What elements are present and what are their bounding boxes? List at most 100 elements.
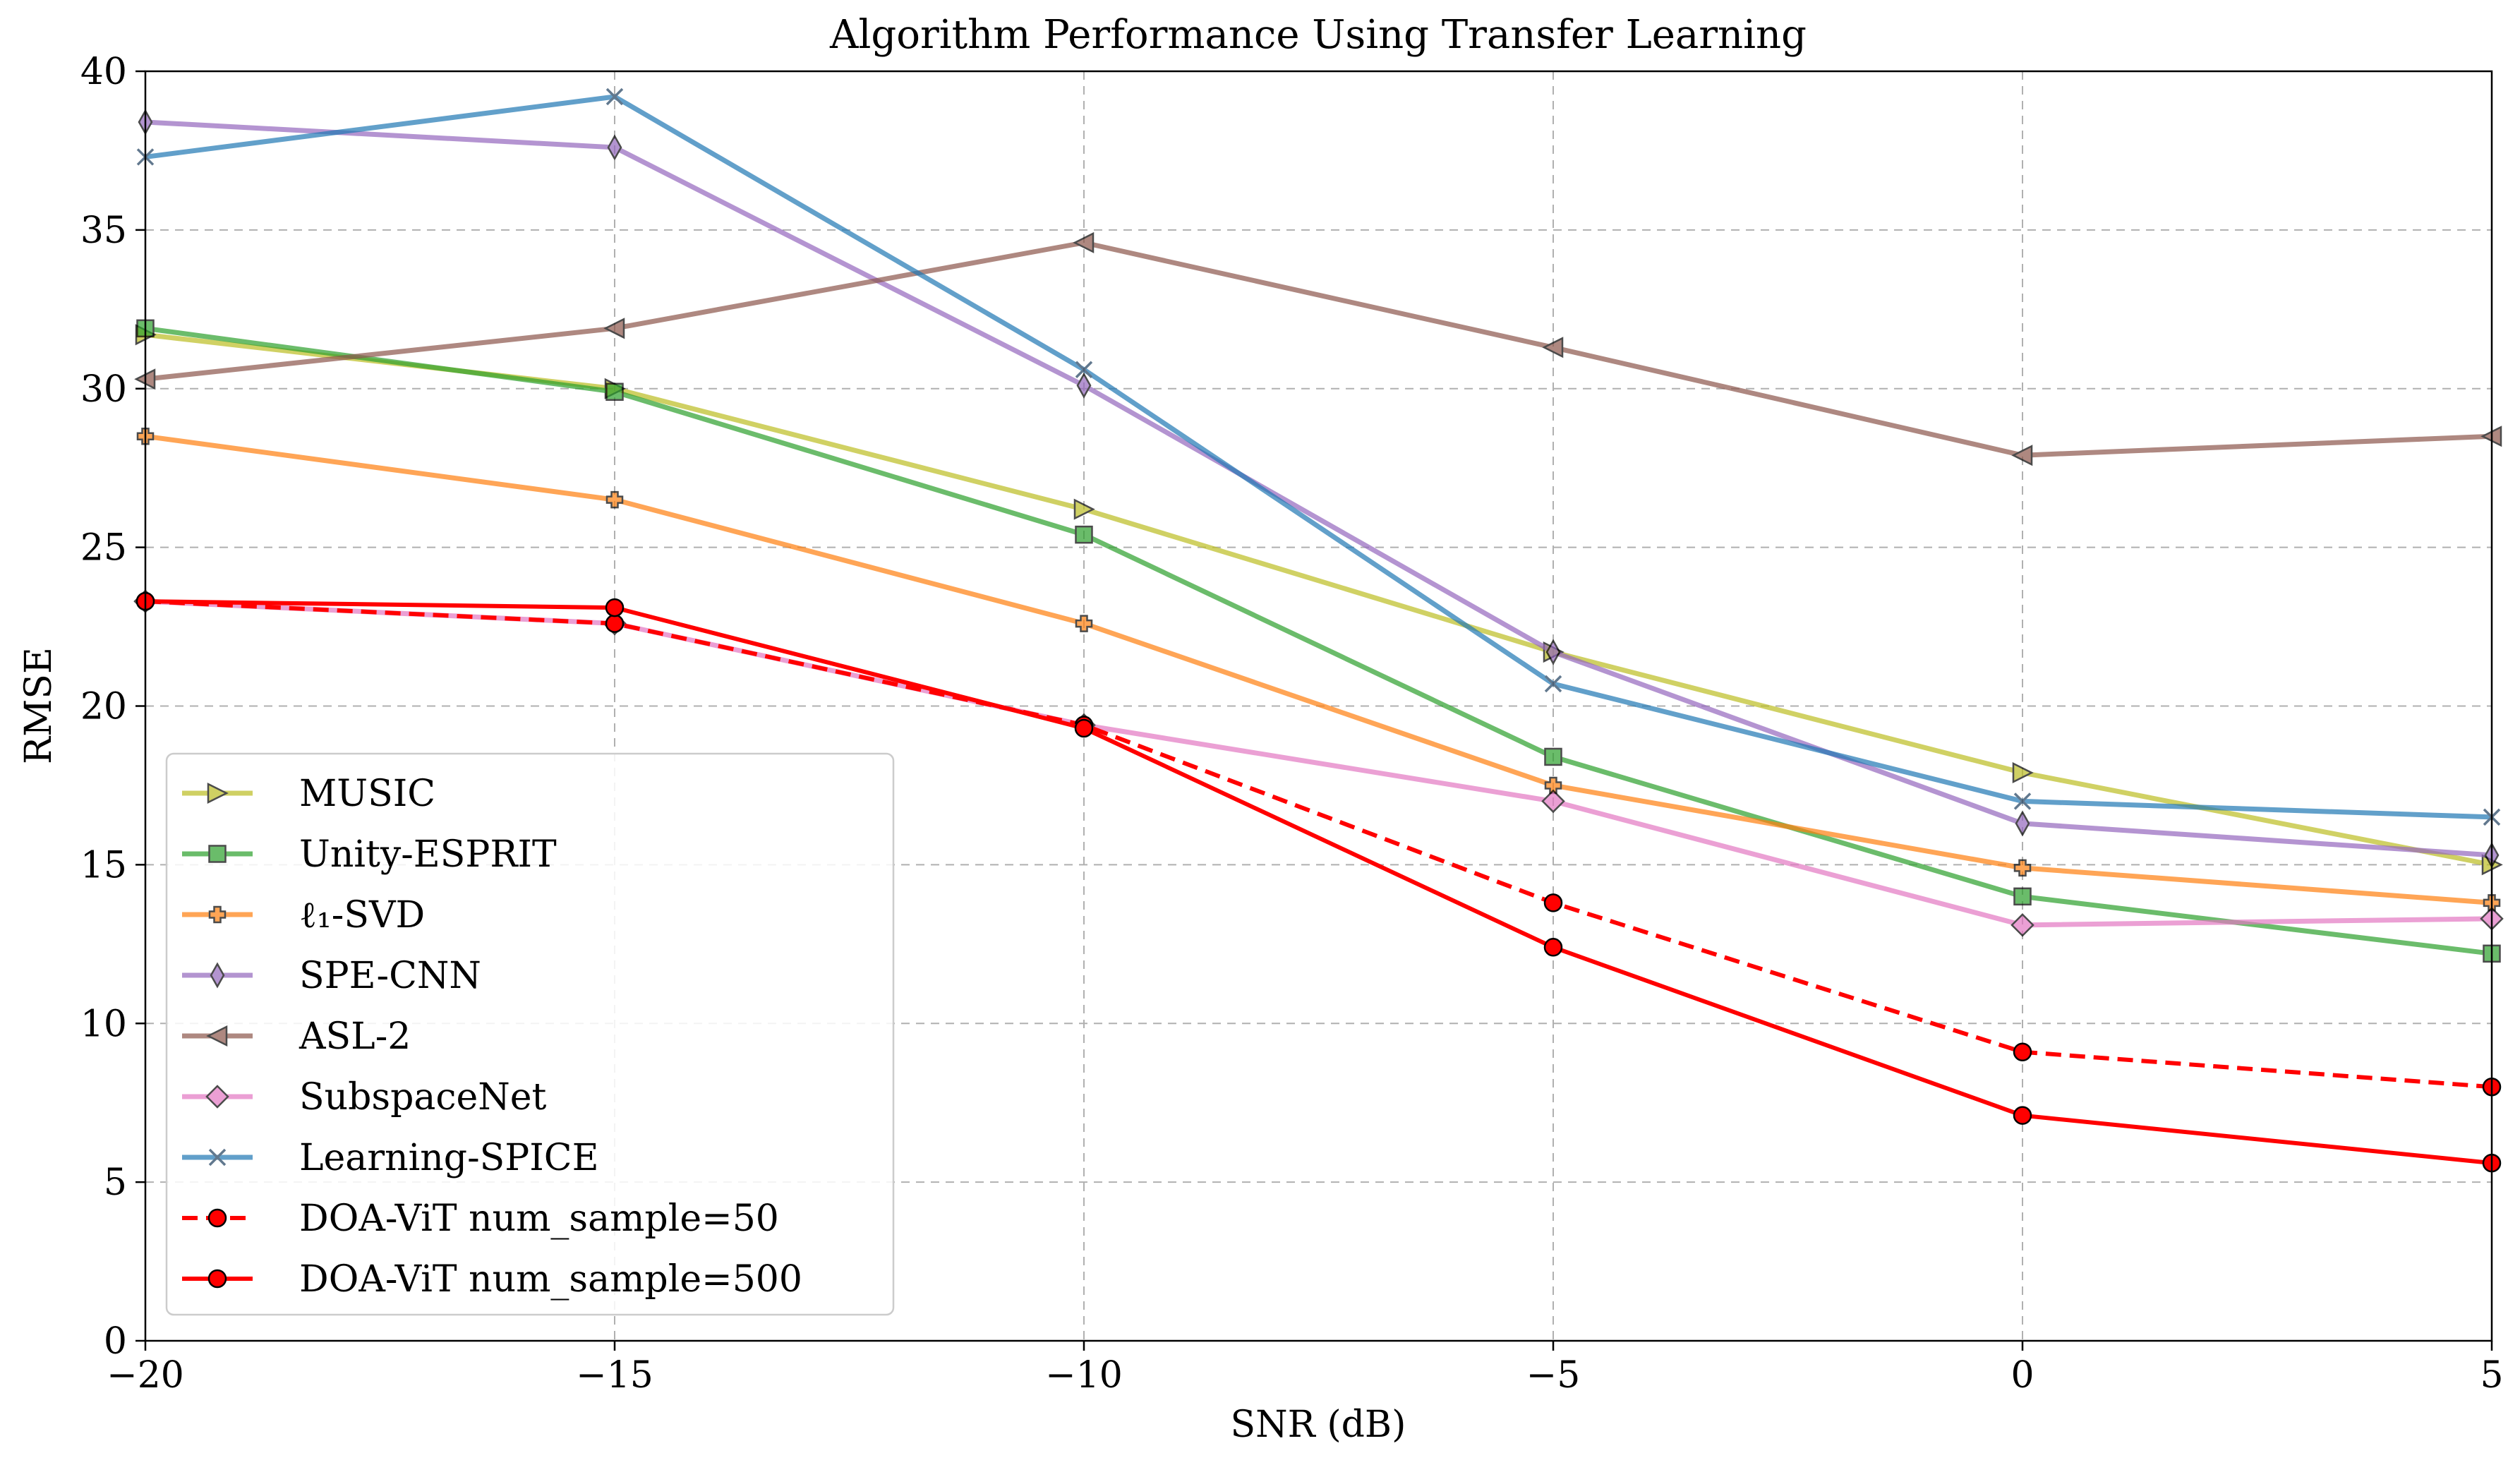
legend-marker (208, 1148, 227, 1166)
data-point (607, 134, 622, 161)
data-point (1073, 231, 1095, 253)
y-tick-label: 40 (80, 51, 127, 93)
legend-swatch (182, 905, 253, 924)
data-point (605, 614, 625, 633)
data-point (1542, 337, 1564, 358)
data-point (603, 318, 625, 339)
legend-swatch (182, 1208, 253, 1228)
legend-entry: MUSIC (182, 773, 435, 815)
data-point (2012, 761, 2034, 783)
legend-label: DOA-ViT num_sample=500 (299, 1258, 802, 1301)
legend-label: MUSIC (299, 773, 435, 815)
legend-frame (165, 752, 895, 1316)
legend: MUSIC Unity-ESPRIT ℓ₁-SVD SPE-CNN ASL-2 Subsp… (165, 752, 895, 1316)
x-tick-label: 5 (2480, 1354, 2503, 1397)
legend-marker (208, 905, 227, 924)
legend-marker (207, 1208, 227, 1228)
data-point (1543, 893, 1563, 912)
y-tick-label: 35 (80, 210, 127, 252)
data-point (2013, 859, 2032, 877)
legend-label: ASL-2 (299, 1015, 411, 1058)
legend-swatch (182, 1269, 253, 1289)
legend-label: ℓ₁-SVD (299, 894, 425, 936)
x-tick-label: −5 (1526, 1354, 1581, 1397)
data-point (2011, 445, 2033, 466)
legend-label: SPE-CNN (299, 955, 481, 997)
y-axis-label: RMSE (18, 647, 60, 764)
legend-marker (208, 845, 227, 863)
y-tick-label: 20 (80, 686, 127, 728)
y-tick-label: 15 (80, 844, 127, 886)
data-point (2010, 913, 2034, 937)
series-6 (136, 88, 2501, 826)
legend-label: Unity-ESPRIT (299, 833, 557, 876)
data-point (2013, 1106, 2032, 1125)
series-line-8 (145, 599, 2492, 1166)
series-line-1 (145, 325, 2492, 956)
legend-entry: ASL-2 (182, 1015, 411, 1058)
legend-label: Learning-SPICE (299, 1137, 599, 1179)
data-point (1075, 615, 1093, 632)
legend-entry: ℓ₁-SVD (182, 894, 425, 936)
data-point (1543, 938, 1563, 957)
legend-swatch (182, 1025, 253, 1047)
data-point (2013, 792, 2032, 810)
legend-entry: Unity-ESPRIT (182, 833, 557, 876)
data-point (1544, 675, 1562, 693)
legend-swatch (182, 1085, 253, 1109)
legend-marker (210, 962, 225, 989)
data-point (1073, 498, 1095, 520)
series-line-6 (145, 94, 2492, 820)
y-tick-label: 5 (104, 1162, 127, 1204)
y-tick-label: 10 (80, 1003, 127, 1045)
series-line-4 (145, 240, 2492, 458)
legend-marker (205, 1085, 229, 1109)
data-point (605, 382, 624, 401)
legend-label: SubspaceNet (299, 1076, 547, 1119)
y-tick-label: 30 (80, 368, 127, 411)
legend-swatch (182, 962, 253, 989)
legend-marker (206, 1025, 228, 1047)
data-point (605, 490, 624, 509)
legend-entry: DOA-ViT num_sample=500 (182, 1258, 802, 1301)
y-axis: 0 5 10 15 20 25 30 35 40 (80, 51, 145, 1363)
legend-swatch (182, 1148, 253, 1166)
x-axis: −20 −15 −10 −5 0 5 (107, 1341, 2504, 1397)
data-point (2015, 810, 2030, 837)
data-point (1075, 361, 1093, 379)
legend-marker (207, 782, 229, 804)
chart-title: Algorithm Performance Using Transfer Lea… (829, 12, 1807, 58)
y-tick-label: 25 (80, 527, 127, 569)
legend-swatch (182, 782, 253, 804)
series-8 (135, 591, 2502, 1173)
legend-entry: DOA-ViT num_sample=50 (182, 1198, 779, 1240)
data-point (2013, 1042, 2032, 1061)
data-point (1075, 525, 1093, 544)
data-point (1076, 372, 1092, 399)
y-tick-label: 0 (104, 1320, 127, 1363)
series-layer (133, 88, 2504, 1173)
legend-entry: SPE-CNN (182, 955, 481, 997)
series-line-7 (145, 599, 2492, 1090)
x-tick-label: −15 (576, 1354, 653, 1397)
series-line-3 (145, 119, 2492, 858)
x-tick-label: 0 (2010, 1354, 2034, 1397)
legend-entry: Learning-SPICE (182, 1137, 599, 1179)
series-4 (134, 231, 2502, 466)
data-point (1541, 789, 1565, 814)
data-point (605, 598, 625, 617)
data-point (1074, 718, 1094, 738)
data-point (605, 88, 624, 106)
legend-marker (207, 1269, 227, 1289)
x-axis-label: SNR (dB) (1231, 1404, 1406, 1446)
series-2 (136, 427, 2501, 912)
x-tick-label: −10 (1045, 1354, 1123, 1397)
x-tick-label: −20 (107, 1354, 184, 1397)
legend-swatch (182, 845, 253, 863)
data-point (1544, 747, 1562, 766)
legend-entry: SubspaceNet (182, 1076, 547, 1119)
data-point (2013, 887, 2032, 906)
series-3 (138, 109, 2500, 869)
legend-label: DOA-ViT num_sample=50 (299, 1198, 779, 1240)
